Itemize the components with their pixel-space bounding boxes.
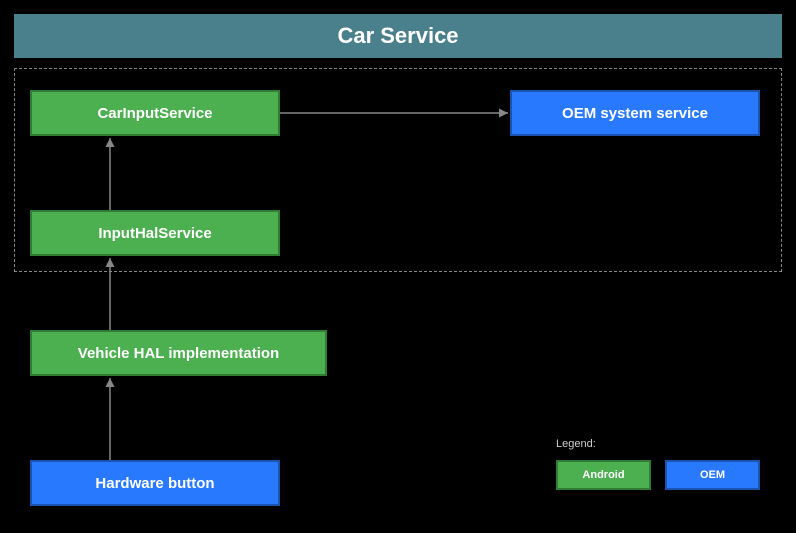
legend-label: Android (582, 469, 624, 481)
node-label: InputHalService (98, 225, 211, 242)
node-label: OEM system service (562, 105, 708, 122)
node-label: Vehicle HAL implementation (78, 345, 279, 362)
legend-title: Legend: (556, 438, 596, 450)
node-car-input-service: CarInputService (30, 90, 280, 136)
legend-oem: OEM (665, 460, 760, 490)
node-oem-system-service: OEM system service (510, 90, 760, 136)
node-hardware-button: Hardware button (30, 460, 280, 506)
legend-android: Android (556, 460, 651, 490)
node-input-hal-service: InputHalService (30, 210, 280, 256)
node-label: CarInputService (97, 105, 212, 122)
node-label: Hardware button (95, 475, 214, 492)
title-bar: Car Service (14, 14, 782, 58)
title-text: Car Service (337, 23, 458, 49)
node-vehicle-hal: Vehicle HAL implementation (30, 330, 327, 376)
legend-label: OEM (700, 469, 725, 481)
